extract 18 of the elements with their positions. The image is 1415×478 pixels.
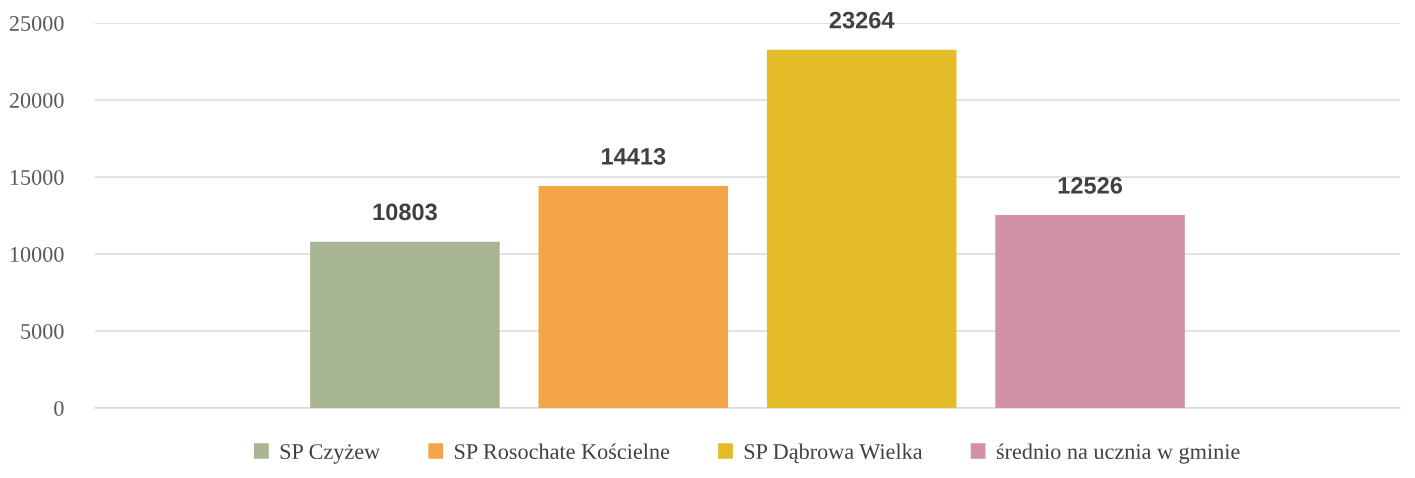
legend-label: SP Dąbrowa Wielka	[744, 443, 923, 464]
legend-label: SP Czyżew	[280, 444, 381, 464]
y-tick-label: 5000	[21, 323, 64, 339]
bar	[995, 215, 1185, 408]
data-label: 23264	[829, 11, 895, 29]
y-tick-label: 15000	[10, 169, 64, 185]
y-tick-label: 20000	[9, 92, 64, 108]
y-tick-label: 10000	[10, 246, 64, 262]
y-tick-label: 0	[54, 400, 64, 416]
y-tick-label: 25000	[9, 15, 64, 31]
legend-label: SP Rosochate Kościelne	[454, 443, 670, 460]
data-label: 10803	[373, 203, 437, 221]
bar	[310, 241, 500, 408]
data-label: 12526	[1058, 177, 1123, 194]
bar	[766, 49, 957, 408]
legend-label: średnio na ucznia w gminie	[996, 443, 1240, 464]
data-label: 14413	[601, 147, 666, 165]
bar	[538, 186, 729, 408]
